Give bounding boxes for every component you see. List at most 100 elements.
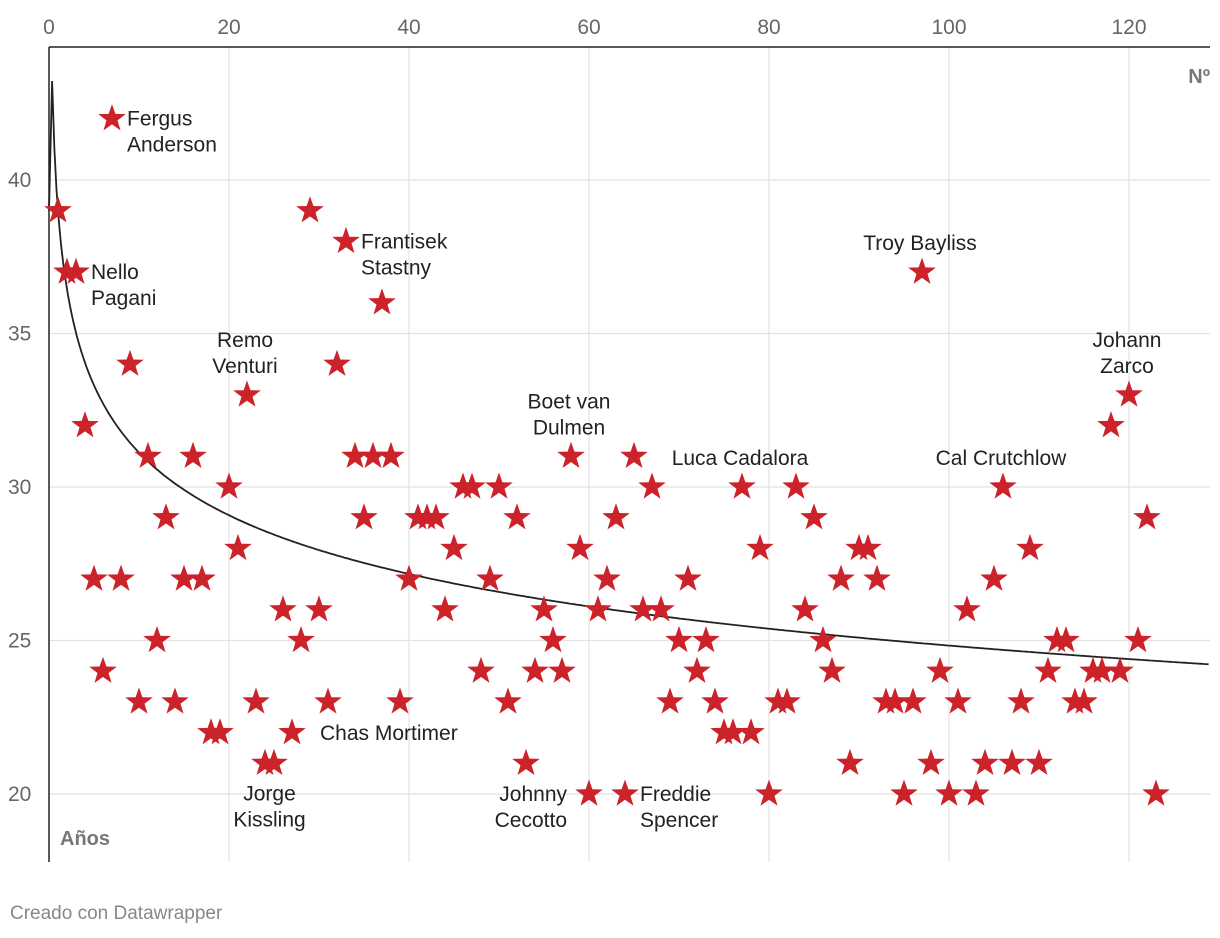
star-point (629, 595, 657, 622)
star-point (746, 533, 774, 561)
star-point (269, 595, 297, 622)
star-point (809, 626, 837, 653)
star-point (215, 472, 243, 499)
star-point (773, 687, 801, 714)
y-axis-title: Años (60, 828, 110, 850)
x-tick-label: 60 (577, 16, 600, 39)
star-point (656, 687, 684, 714)
x-tick-label: 120 (1111, 16, 1146, 39)
annotation-label: Troy Bayliss (863, 232, 977, 255)
star-point (71, 411, 99, 438)
star-point (737, 718, 765, 745)
star-point (143, 626, 171, 653)
annotation-label: Frantisek Stastny (361, 230, 448, 279)
star-point (521, 656, 549, 683)
star-point (287, 626, 315, 653)
star-point (755, 779, 783, 806)
y-tick-label: 30 (8, 476, 31, 499)
star-point (926, 656, 954, 683)
star-point (854, 533, 882, 561)
star-point (782, 472, 810, 499)
star-point (494, 687, 522, 714)
star-point (917, 748, 945, 776)
star-point (827, 564, 855, 591)
star-point (368, 288, 396, 315)
star-point (152, 503, 180, 530)
star-point (1070, 687, 1098, 714)
annotation-label: Remo Venturi (212, 329, 277, 378)
star-point (1016, 533, 1044, 561)
annotation-label: Freddie Spencer (640, 783, 718, 832)
star-point (836, 748, 864, 776)
star-point (485, 472, 513, 499)
star-point (1142, 779, 1170, 806)
annotation-label: Chas Mortimer (320, 722, 458, 745)
star-point (440, 533, 468, 561)
star-point (1034, 656, 1062, 683)
star-point (935, 779, 963, 806)
star-point (1088, 656, 1116, 683)
annotation-label: Nello Pagani (91, 261, 156, 310)
star-point (359, 441, 387, 469)
star-point (1115, 380, 1143, 407)
star-point (719, 718, 747, 745)
star-point (80, 564, 108, 591)
star-point (458, 472, 486, 499)
star-point (575, 779, 603, 806)
star-point (683, 656, 711, 683)
star-point (503, 503, 531, 530)
x-tick-label: 40 (397, 16, 420, 39)
star-point (566, 533, 594, 561)
star-point (125, 687, 153, 714)
star-point (98, 104, 126, 131)
star-point (161, 687, 189, 714)
star-point (170, 564, 198, 591)
star-point (701, 687, 729, 714)
star-point (971, 748, 999, 776)
star-point (584, 595, 612, 622)
star-point (791, 595, 819, 622)
star-point (116, 349, 144, 376)
star-point (431, 595, 459, 622)
star-point (206, 718, 234, 745)
star-point (728, 472, 756, 499)
star-point (476, 564, 504, 591)
star-point (530, 595, 558, 622)
star-point (989, 472, 1017, 499)
annotation-label: Luca Cadalora (672, 447, 809, 470)
star-point (260, 748, 288, 776)
star-point (296, 196, 324, 223)
star-point (593, 564, 621, 591)
x-tick-label: 100 (931, 16, 966, 39)
star-point (323, 349, 351, 376)
star-point (1052, 626, 1080, 653)
star-point (377, 441, 405, 469)
x-tick-label: 80 (757, 16, 780, 39)
star-point (953, 595, 981, 622)
annotation-label: Jorge Kissling (233, 782, 305, 831)
star-point (314, 687, 342, 714)
star-point (548, 656, 576, 683)
star-point (800, 503, 828, 530)
annotation-label: Johann Zarco (1093, 329, 1162, 378)
star-point (62, 257, 90, 284)
star-point (620, 441, 648, 469)
star-point (1124, 626, 1152, 653)
star-point (107, 564, 135, 591)
star-point (998, 748, 1026, 776)
star-point (422, 503, 450, 530)
annotation-label: Johnny Cecotto (495, 783, 568, 832)
star-point (638, 472, 666, 499)
star-point (665, 626, 693, 653)
star-point (305, 595, 333, 622)
star-point (89, 656, 117, 683)
star-point (602, 503, 630, 530)
y-tick-label: 35 (8, 323, 31, 346)
star-point (1097, 411, 1125, 438)
star-point (611, 779, 639, 806)
star-point (278, 718, 306, 745)
star-point (179, 441, 207, 469)
star-point (188, 564, 216, 591)
scatter-chart: 0 20 40 60 80 100 120 20 25 30 35 40 Nº Años Fergus And… (8, 16, 1210, 862)
star-point (386, 687, 414, 714)
